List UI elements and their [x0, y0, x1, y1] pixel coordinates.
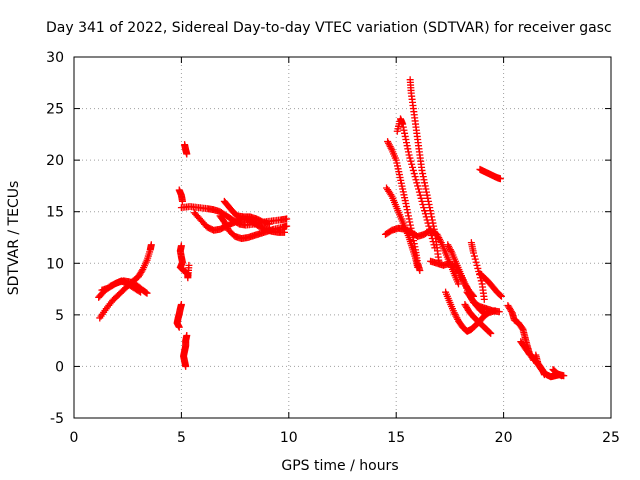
data-point-marker: [470, 249, 478, 257]
series-arc-i: [220, 197, 273, 228]
data-point-marker: [473, 261, 481, 269]
data-point-marker: [135, 287, 143, 295]
data-point-marker: [496, 175, 504, 183]
data-point-marker: [409, 163, 417, 171]
data-point-marker: [470, 252, 478, 260]
data-point-marker: [417, 194, 425, 202]
data-point-marker: [178, 197, 186, 205]
grid-lines: [74, 57, 611, 418]
data-point-marker: [414, 263, 422, 271]
data-point-marker: [406, 154, 414, 162]
x-tick-label: 10: [280, 430, 298, 446]
data-point-marker: [183, 150, 191, 158]
series-arc-d: [175, 186, 186, 205]
data-point-marker: [421, 210, 429, 218]
series-arc-k: [173, 301, 185, 331]
data-point-marker: [265, 220, 273, 228]
series-arc-bb: [532, 351, 548, 379]
data-points: [95, 76, 568, 381]
chart-title: Day 341 of 2022, Sidereal Day-to-day VTE…: [46, 20, 612, 36]
data-point-marker: [143, 289, 151, 297]
data-point-marker: [558, 372, 566, 380]
x-tick-label: 0: [70, 430, 79, 446]
data-point-marker: [283, 215, 291, 223]
data-point-marker: [497, 292, 505, 300]
y-axis-label: SDTVAR / TECUs: [6, 181, 22, 296]
series-arc-l: [180, 331, 191, 370]
y-tick-label: 0: [55, 359, 64, 375]
y-tick-label: 30: [46, 50, 64, 66]
data-point-marker: [430, 241, 438, 249]
data-point-marker: [185, 261, 193, 269]
x-axis-label: GPS time / hours: [281, 458, 398, 474]
y-tick-label: 25: [46, 102, 64, 118]
data-point-marker: [412, 176, 420, 184]
data-point-marker: [424, 219, 432, 227]
series-arc-u: [461, 301, 495, 337]
data-point-marker: [421, 207, 429, 215]
data-point-marker: [428, 235, 436, 243]
data-point-marker: [454, 280, 462, 288]
data-point-marker: [471, 255, 479, 263]
data-point-marker: [487, 329, 495, 337]
series-arc-y: [476, 165, 504, 183]
data-point-marker: [474, 264, 482, 272]
series-arc-cc: [549, 366, 566, 380]
series-arc-h: [216, 212, 291, 243]
series-arc-e: [181, 141, 191, 158]
data-point-marker: [486, 329, 494, 337]
data-point-marker: [472, 258, 480, 266]
data-point-marker: [414, 182, 422, 190]
y-tick-label: 10: [46, 256, 64, 272]
data-point-marker: [182, 362, 190, 370]
data-point-marker: [418, 197, 426, 205]
plot-frame: [73, 56, 612, 419]
x-tick-label: 15: [387, 430, 405, 446]
data-point-marker: [407, 157, 415, 165]
axis-ticks: 0 5 10 15 20 25 -5 0 5 10 15 20 25 30: [46, 50, 620, 446]
data-point-marker: [413, 179, 421, 187]
data-point-marker: [415, 188, 423, 196]
data-point-marker: [409, 166, 417, 174]
x-tick-label: 25: [602, 430, 620, 446]
y-tick-label: 5: [55, 308, 64, 324]
series-arc-q: [381, 224, 462, 288]
data-point-marker: [283, 222, 291, 230]
series-arc-v: [463, 288, 488, 317]
data-point-marker: [408, 160, 416, 168]
series-arc-j: [176, 242, 193, 282]
data-point-marker: [447, 247, 455, 255]
data-point-marker: [422, 213, 430, 221]
data-point-marker: [423, 216, 431, 224]
y-tick-label: 15: [46, 205, 64, 221]
data-point-marker: [419, 200, 427, 208]
data-point-marker: [411, 173, 419, 181]
data-point-marker: [420, 204, 428, 212]
data-point-marker: [497, 291, 505, 299]
data-point-marker: [480, 309, 488, 317]
data-point-marker: [405, 151, 413, 159]
data-point-marker: [387, 191, 395, 199]
data-point-marker: [431, 244, 439, 252]
data-point-marker: [147, 241, 155, 249]
x-tick-label: 5: [177, 430, 186, 446]
x-tick-label: 20: [495, 430, 513, 446]
data-point-marker: [416, 191, 424, 199]
data-point-marker: [137, 288, 145, 296]
data-point-marker: [480, 295, 488, 303]
data-point-marker: [415, 185, 423, 193]
data-point-marker: [491, 307, 499, 315]
series-arc-c: [98, 277, 145, 296]
data-point-marker: [175, 323, 183, 331]
y-tick-label: 20: [46, 153, 64, 169]
series-arc-x: [476, 270, 505, 300]
data-point-marker: [387, 144, 395, 152]
y-tick-label: -5: [50, 411, 64, 427]
data-point-marker: [429, 238, 437, 246]
data-point-marker: [540, 371, 548, 379]
data-point-marker: [410, 170, 418, 178]
data-point-marker: [436, 237, 444, 245]
